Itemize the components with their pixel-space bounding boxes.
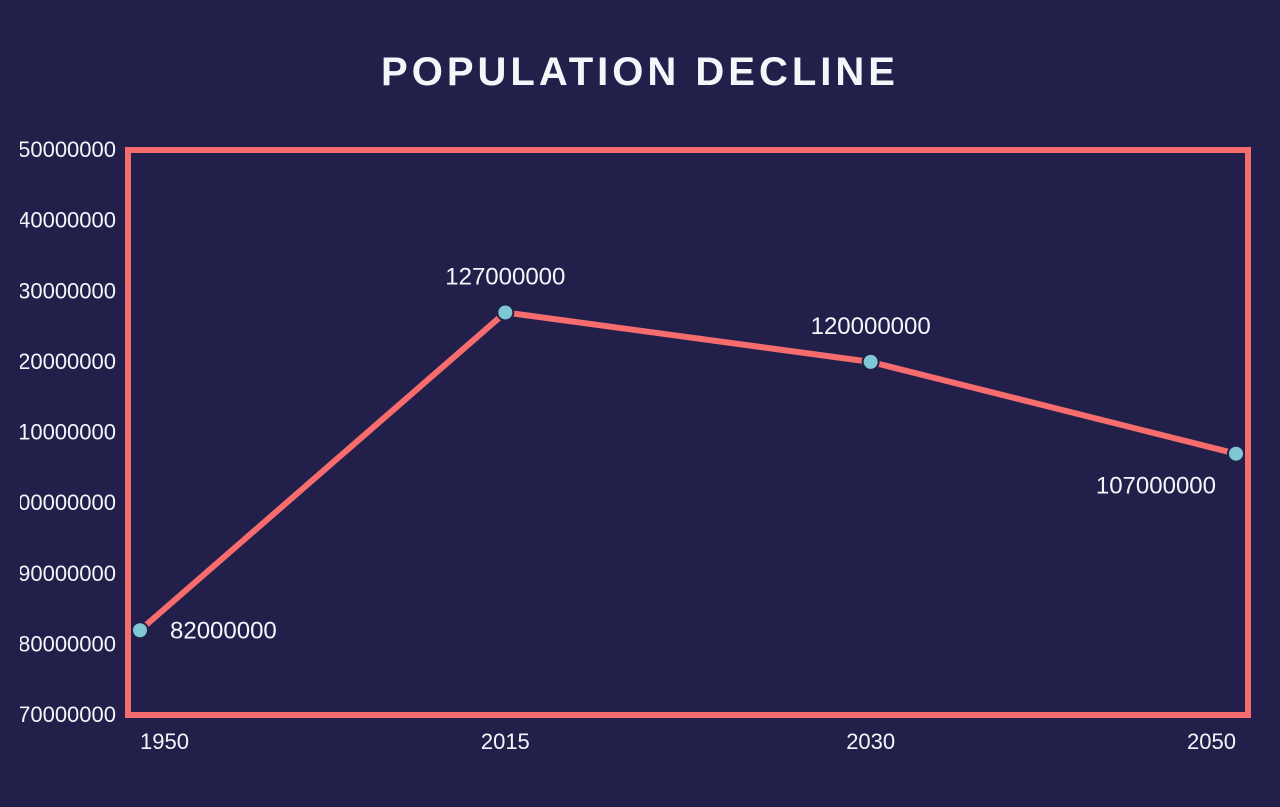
- y-tick-label: 90000000: [20, 561, 116, 586]
- y-tick-label: 130000000: [20, 278, 116, 303]
- data-point-label: 127000000: [445, 263, 565, 290]
- data-point-label: 107000000: [1096, 473, 1216, 500]
- population-line-chart: 70000000 80000000 90000000 100000000 1100000…: [20, 140, 1260, 780]
- data-point-label: 120000000: [811, 313, 931, 340]
- data-marker: [1228, 446, 1244, 462]
- data-line: [140, 312, 1236, 630]
- chart-title: POPULATION DECLINE: [0, 50, 1280, 95]
- y-tick-label: 110000000: [20, 420, 116, 445]
- y-tick-label: 80000000: [20, 631, 116, 656]
- plot-border: [128, 150, 1248, 715]
- y-tick-label: 150000000: [20, 140, 116, 162]
- data-point-label: 82000000: [170, 617, 277, 644]
- y-tick-label: 140000000: [20, 208, 116, 233]
- x-tick-label: 1950: [140, 729, 189, 754]
- x-tick-label: 2050: [1187, 729, 1236, 754]
- x-tick-label: 2030: [846, 729, 895, 754]
- y-tick-label: 100000000: [20, 490, 116, 515]
- y-tick-label: 120000000: [20, 349, 116, 374]
- x-tick-label: 2015: [481, 729, 530, 754]
- data-marker: [132, 622, 148, 638]
- data-marker: [497, 304, 513, 320]
- y-tick-label: 70000000: [20, 702, 116, 727]
- data-marker: [863, 354, 879, 370]
